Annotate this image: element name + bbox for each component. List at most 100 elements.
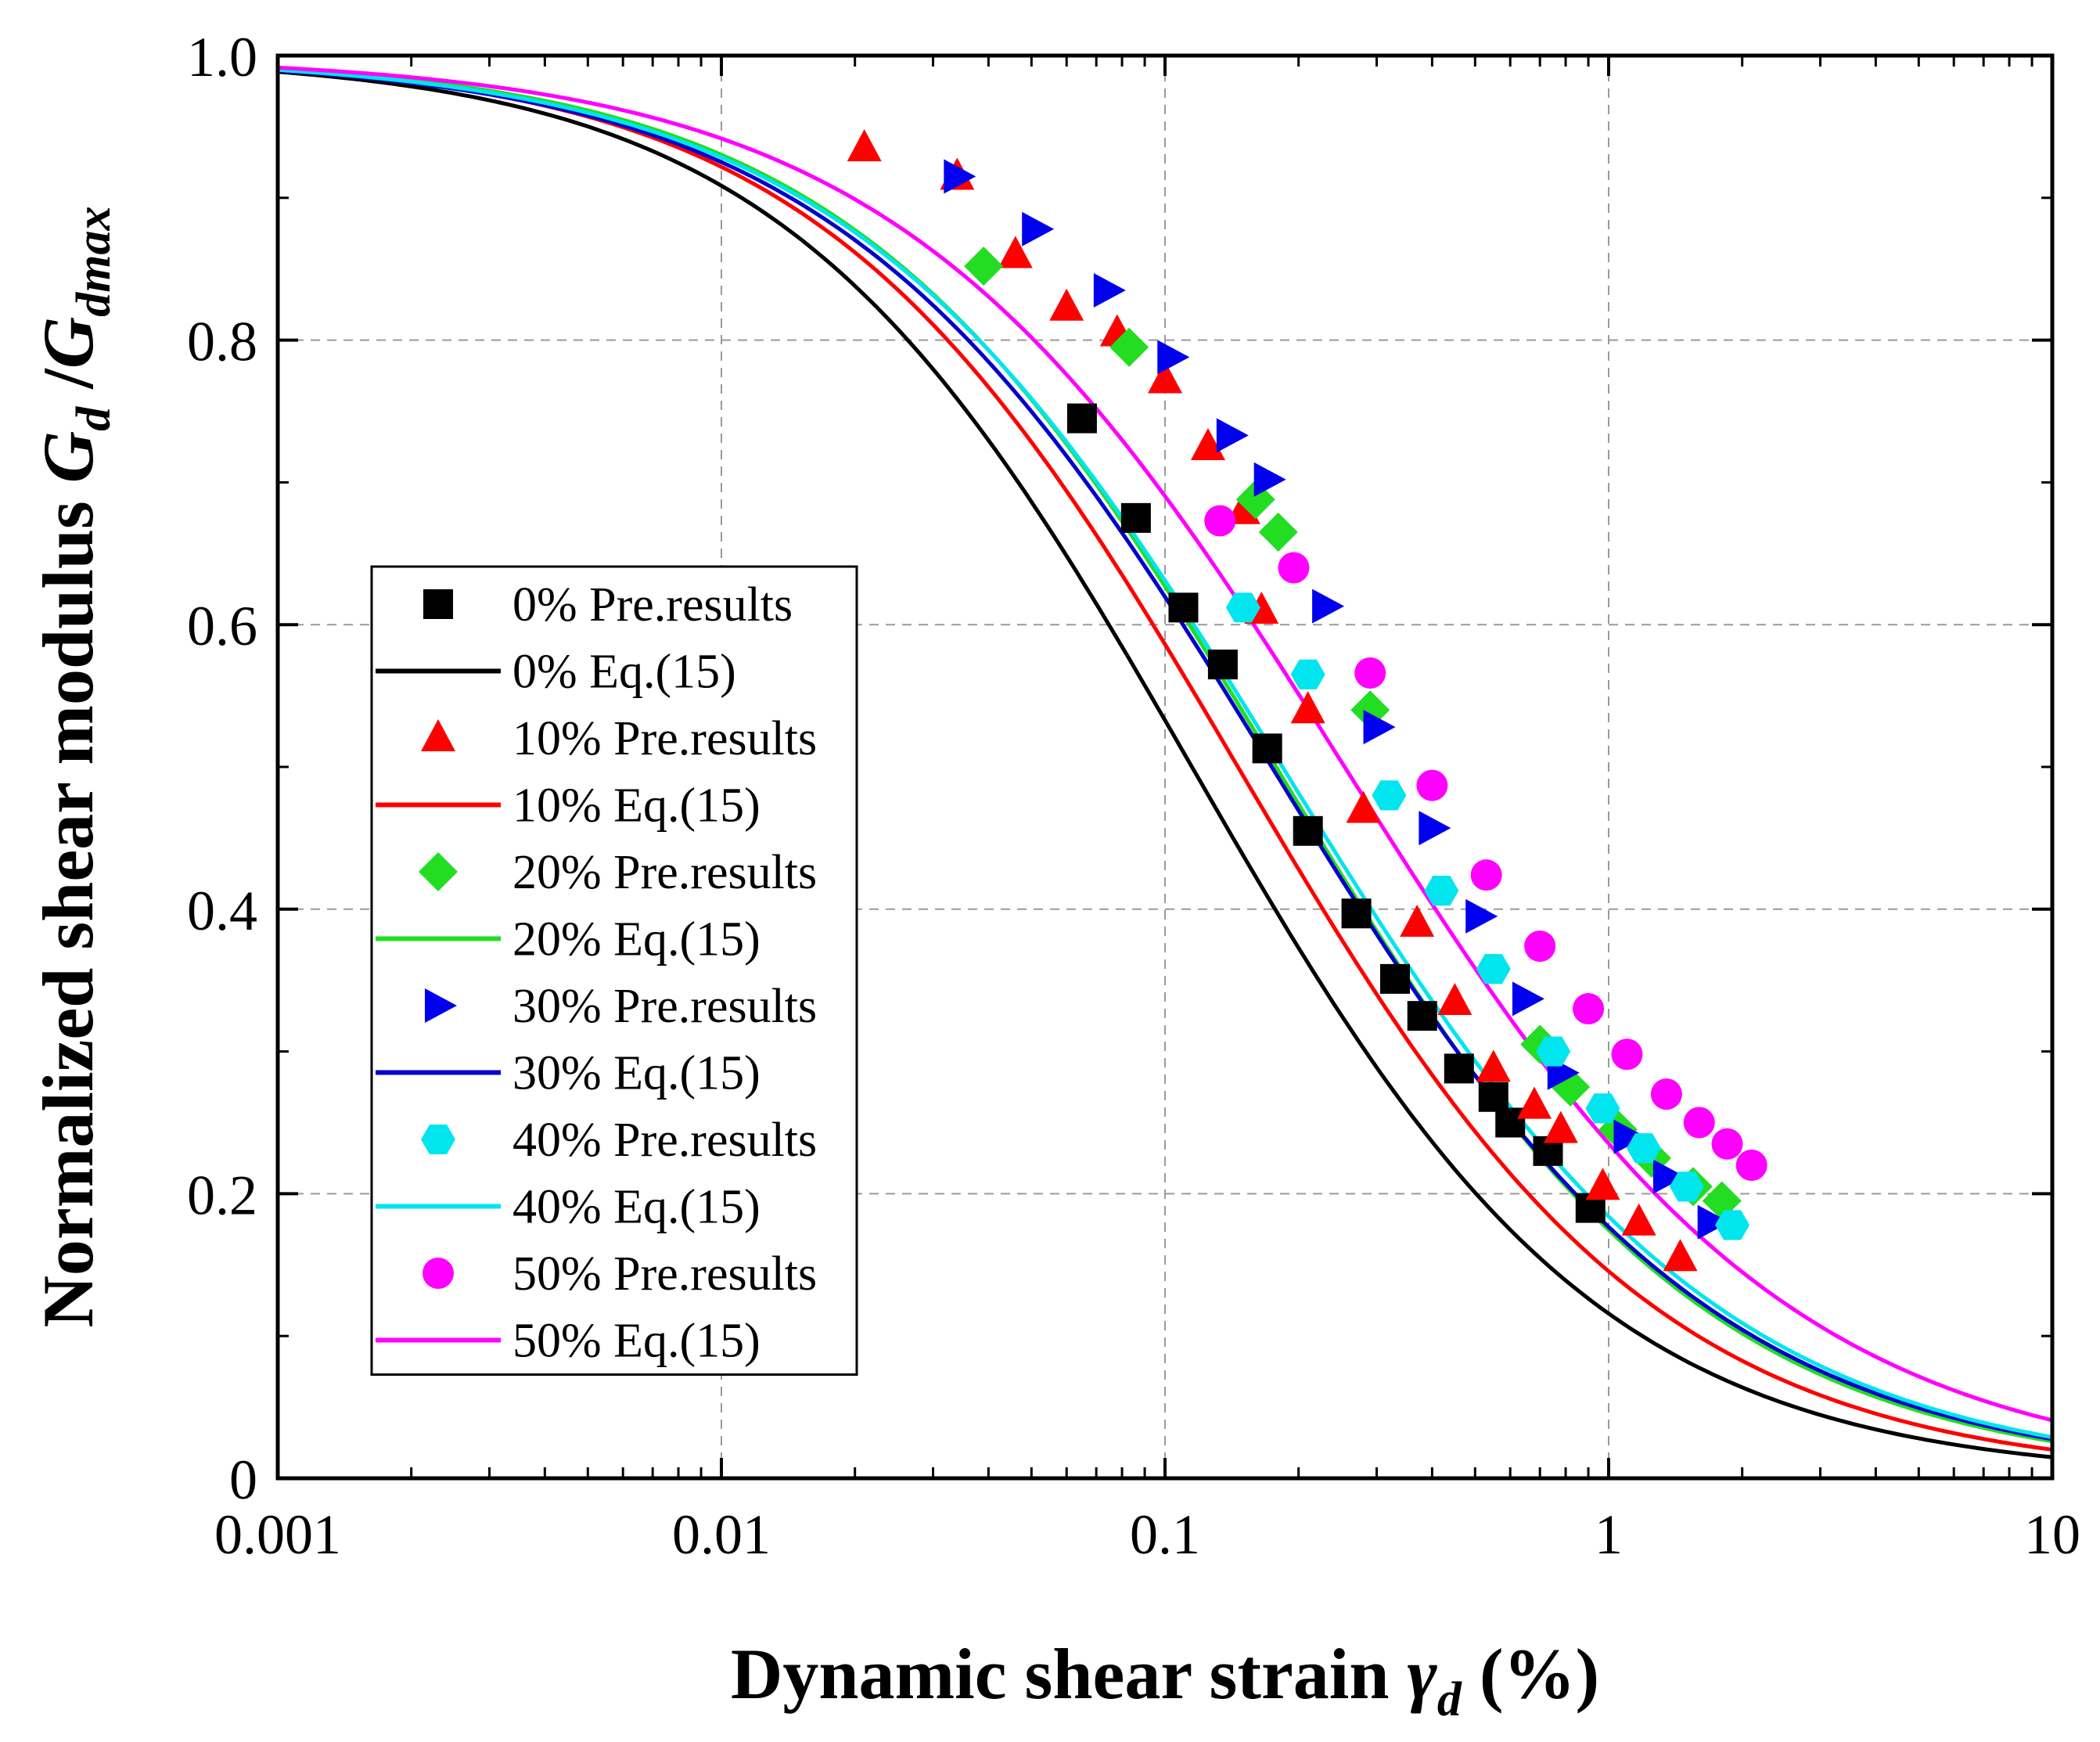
- legend-label: 30% Eq.(15): [512, 1047, 761, 1100]
- fit-line-40-eq-15: [278, 67, 2052, 1439]
- legend-box: [370, 565, 858, 1376]
- marker-10-pre-results: [1400, 904, 1435, 937]
- legend-label: 20% Eq.(15): [512, 913, 761, 966]
- x-axis-unit: (%): [1480, 1634, 1599, 1714]
- marker-20-pre-results: [964, 247, 1004, 286]
- legend-marker-40-pre-results: [421, 1124, 455, 1155]
- marker-10-pre-results: [1148, 361, 1182, 394]
- legend-label: 10% Eq.(15): [512, 779, 761, 833]
- x-axis-subscript: d: [1437, 1673, 1462, 1726]
- marker-40-pre-results: [1476, 954, 1511, 984]
- marker-0-pre-results: [1379, 963, 1410, 994]
- marker-50-pre-results: [1683, 1107, 1715, 1139]
- legend-marker-50-pre-results: [423, 1258, 454, 1289]
- y-axis-separator: /: [28, 368, 108, 407]
- legend-label: 10% Pre.results: [512, 712, 817, 765]
- y-axis-symbol-2: G: [28, 317, 108, 369]
- marker-0-pre-results: [1341, 898, 1372, 929]
- marker-40-pre-results: [1290, 659, 1325, 689]
- marker-40-pre-results: [1536, 1036, 1571, 1067]
- marker-30-pre-results: [1697, 1204, 1730, 1240]
- x-tick-label: 0.001: [214, 1503, 341, 1566]
- y-tick-label: 0.4: [187, 880, 257, 942]
- marker-40-pre-results: [1225, 592, 1260, 623]
- marker-10-pre-results: [1346, 790, 1381, 823]
- marker-30-pre-results: [1253, 462, 1286, 497]
- legend-label: 0% Eq.(15): [512, 646, 736, 699]
- marker-30-pre-results: [944, 159, 976, 194]
- legend-label: 20% Pre.results: [512, 846, 817, 899]
- marker-30-pre-results: [1093, 272, 1126, 308]
- marker-30-pre-results: [1157, 340, 1190, 375]
- marker-10-pre-results: [1517, 1086, 1552, 1119]
- marker-40-pre-results: [1626, 1133, 1661, 1164]
- x-tick-label: 1: [1595, 1503, 1623, 1566]
- marker-30-pre-results: [1465, 898, 1498, 934]
- x-tick-label: 10: [2024, 1503, 2080, 1566]
- marker-10-pre-results: [998, 236, 1033, 268]
- marker-50-pre-results: [1650, 1078, 1682, 1110]
- marker-20-pre-results: [1258, 513, 1298, 552]
- legend-label: 50% Pre.results: [512, 1247, 817, 1301]
- legend-label: 30% Pre.results: [512, 980, 817, 1033]
- marker-10-pre-results: [1585, 1168, 1620, 1200]
- fit-curves: [278, 65, 2052, 1459]
- marker-10-pre-results: [1621, 1203, 1656, 1236]
- marker-50-pre-results: [1611, 1038, 1643, 1071]
- marker-30-pre-results: [1419, 811, 1451, 846]
- marker-40-pre-results: [1424, 876, 1459, 906]
- marker-30-pre-results: [1312, 588, 1345, 624]
- marker-40-pre-results: [1585, 1093, 1620, 1124]
- y-tick-label: 0.6: [187, 595, 257, 657]
- legend-label: 40% Eq.(15): [512, 1181, 761, 1234]
- marker-0-pre-results: [1495, 1107, 1526, 1138]
- marker-30-pre-results: [1512, 981, 1544, 1017]
- marker-30-pre-results: [1363, 710, 1396, 745]
- y-tick-label: 0.8: [187, 311, 257, 373]
- marker-50-pre-results: [1416, 769, 1448, 801]
- marker-50-pre-results: [1573, 993, 1605, 1025]
- marker-20-pre-results: [1109, 327, 1149, 367]
- marker-0-pre-results: [1293, 815, 1323, 846]
- x-tick-label: 0.1: [1130, 1503, 1200, 1566]
- legend: 0% Pre.results 0% Eq.(15) 10% Pre.results 1…: [370, 565, 858, 1376]
- y-axis-label: Normalized shear modulus: [28, 501, 108, 1327]
- y-axis-symbol-1: G: [28, 431, 108, 483]
- fit-line-50-eq-15: [278, 65, 2052, 1423]
- marker-0-pre-results: [1444, 1053, 1474, 1084]
- marker-30-pre-results: [1022, 211, 1055, 247]
- marker-30-pre-results: [1613, 1119, 1646, 1154]
- x-axis-symbol: γ: [1408, 1634, 1438, 1714]
- marker-0-pre-results: [1168, 592, 1199, 623]
- marker-10-pre-results: [847, 129, 882, 162]
- marker-40-pre-results: [1715, 1210, 1750, 1240]
- y-axis-subscript-1: d: [67, 406, 120, 431]
- legend-label: 40% Pre.results: [512, 1114, 817, 1167]
- marker-0-pre-results: [1478, 1082, 1508, 1112]
- marker-10-pre-results: [1049, 288, 1084, 321]
- legend-marker-10-pre-results: [421, 719, 455, 751]
- marker-50-pre-results: [1204, 505, 1236, 537]
- marker-0-pre-results: [1407, 1001, 1437, 1031]
- fit-line-30-eq-15: [278, 68, 2052, 1441]
- legend-label: 50% Eq.(15): [512, 1315, 761, 1368]
- x-axis-label: Dynamic shear strain: [731, 1634, 1390, 1714]
- marker-10-pre-results: [1437, 982, 1473, 1015]
- x-tick-label: 0.01: [672, 1503, 771, 1566]
- marker-40-pre-results: [1669, 1172, 1704, 1202]
- marker-30-pre-results: [1216, 418, 1249, 453]
- marker-50-pre-results: [1735, 1150, 1767, 1182]
- data-markers: [847, 129, 1767, 1272]
- marker-10-pre-results: [1476, 1049, 1511, 1082]
- legend-marker-0-pre-results: [423, 589, 453, 619]
- marker-50-pre-results: [1711, 1128, 1743, 1160]
- fit-line-20-eq-15: [278, 67, 2052, 1444]
- y-tick-label: 1.0: [187, 26, 257, 88]
- marker-0-pre-results: [1252, 733, 1282, 764]
- marker-50-pre-results: [1354, 657, 1386, 689]
- y-tick-label: 0: [229, 1449, 257, 1511]
- marker-0-pre-results: [1066, 403, 1097, 434]
- legend-label: 0% Pre.results: [512, 578, 793, 632]
- marker-10-pre-results: [1290, 691, 1325, 724]
